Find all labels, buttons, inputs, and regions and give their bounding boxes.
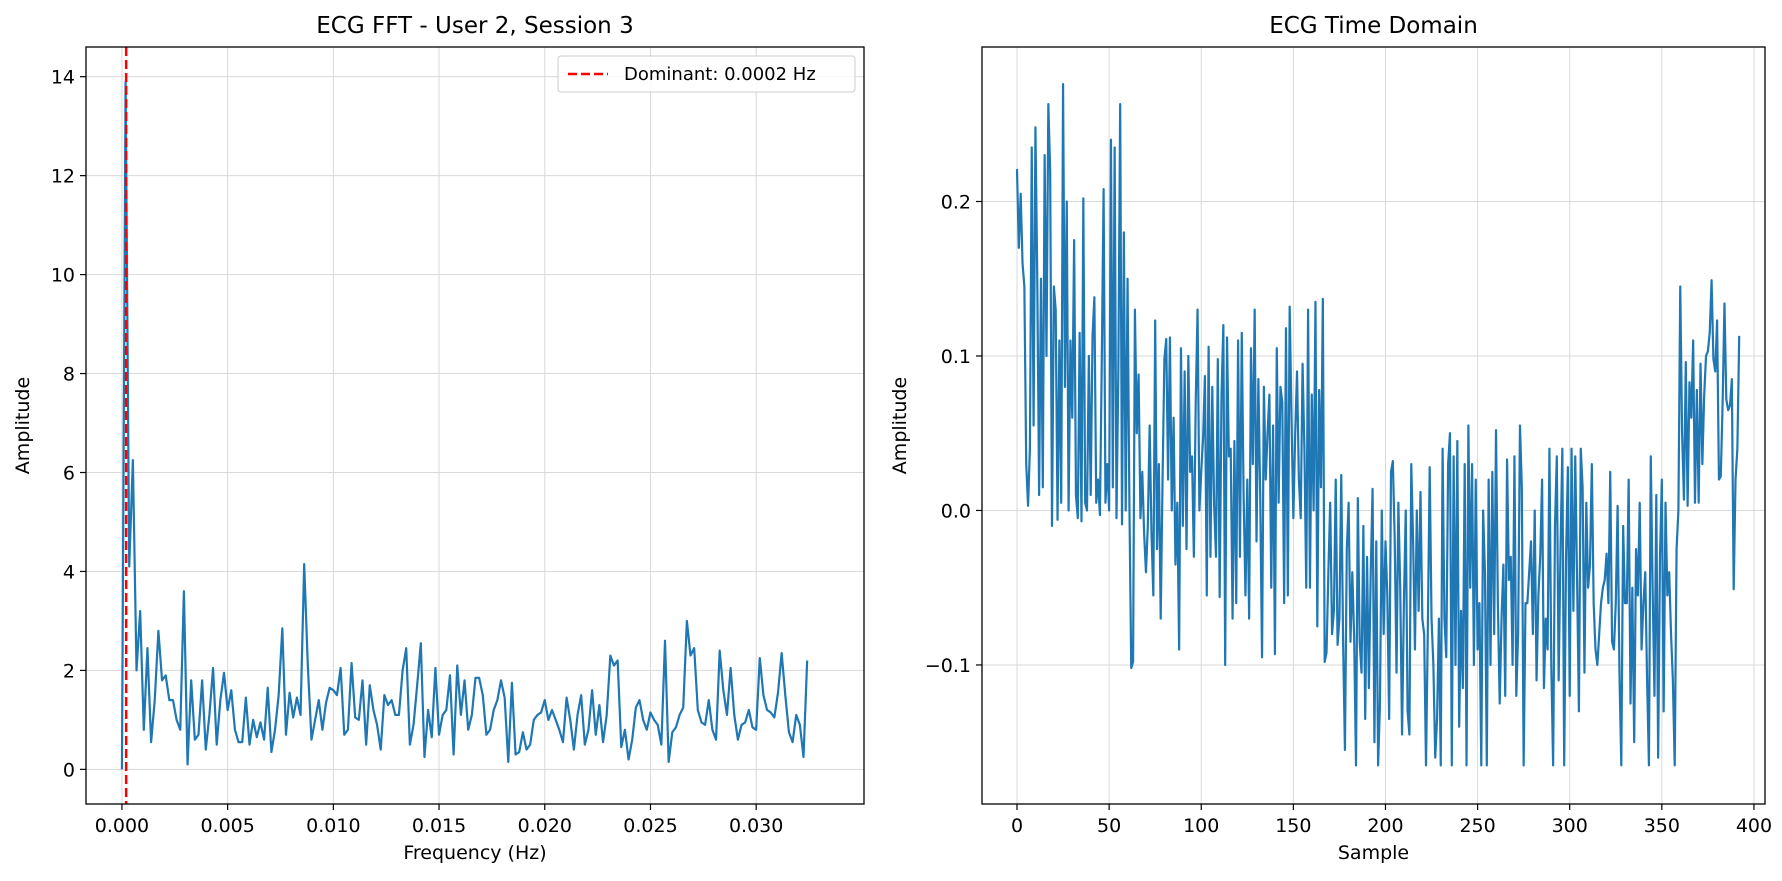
y-tick-label: 10 xyxy=(51,265,75,287)
y-tick-label: 0 xyxy=(63,759,75,781)
legend: Dominant: 0.0002 Hz xyxy=(557,55,856,93)
x-tick-label: 400 xyxy=(1736,815,1772,837)
y-tick-label: 4 xyxy=(63,561,75,583)
series-line xyxy=(1015,82,1741,767)
x-tick-label: 50 xyxy=(1097,815,1121,837)
x-axis-label: Sample xyxy=(1338,842,1409,864)
legend-box xyxy=(557,55,856,93)
x-tick-label: 0.015 xyxy=(412,815,466,837)
plot-frame xyxy=(981,46,1766,805)
x-tick-label: 350 xyxy=(1644,815,1680,837)
x-tick-label: 0.000 xyxy=(95,815,149,837)
series-line xyxy=(120,80,809,770)
x-tick-label: 0.025 xyxy=(623,815,677,837)
x-tick-label: 0 xyxy=(1011,815,1023,837)
y-tick-label: 2 xyxy=(63,660,75,682)
x-tick-label: 0.030 xyxy=(729,815,783,837)
y-tick-label: 0.0 xyxy=(941,500,971,522)
y-tick-label: 0.2 xyxy=(941,191,971,213)
y-axis-label: Amplitude xyxy=(889,377,911,474)
x-tick-label: 0.010 xyxy=(306,815,360,837)
x-tick-label: 0.005 xyxy=(200,815,254,837)
x-axis-label: Frequency (Hz) xyxy=(403,842,546,864)
y-tick-label: 8 xyxy=(63,364,75,386)
y-tick-label: 14 xyxy=(51,67,75,89)
y-tick-label: 6 xyxy=(63,463,75,485)
y-tick-label: 0.1 xyxy=(941,346,971,368)
x-tick-label: 250 xyxy=(1459,815,1495,837)
chart-2: 0 50 100 150 200 250 300 350 400 −0.1 0.0 0.1 0.2 ECG… xyxy=(889,13,1772,864)
plot-frame xyxy=(85,46,865,805)
chart-1: 0.000 0.005 0.010 0.015 0.020 0.025 0.030 0 2 4 6 8… xyxy=(12,13,865,864)
y-tick-label: 12 xyxy=(51,166,75,188)
legend-label: Dominant: 0.0002 Hz xyxy=(624,64,816,85)
chart-title: ECG FFT - User 2, Session 3 xyxy=(316,13,633,39)
y-axis-label: Amplitude xyxy=(12,377,34,474)
x-tick-label: 0.020 xyxy=(518,815,572,837)
x-tick-label: 300 xyxy=(1552,815,1588,837)
x-tick-label: 200 xyxy=(1367,815,1403,837)
x-tick-label: 100 xyxy=(1183,815,1219,837)
y-tick-label: −0.1 xyxy=(925,655,971,677)
x-tick-label: 150 xyxy=(1275,815,1311,837)
chart-title: ECG Time Domain xyxy=(1269,13,1478,39)
